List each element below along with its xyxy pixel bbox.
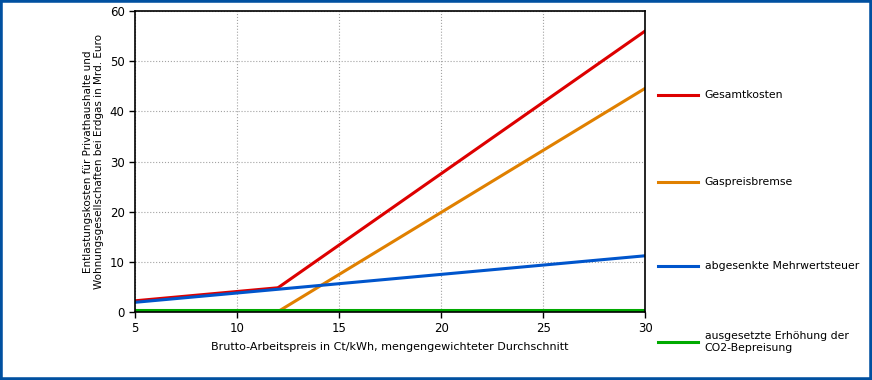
Text: Gaspreisbremse: Gaspreisbremse <box>705 177 793 187</box>
Y-axis label: Entlastungskosten für Privathaushalte und
Wohnungsgesellschaften bei Erdgas in M: Entlastungskosten für Privathaushalte un… <box>83 34 105 289</box>
Text: ausgesetzte Erhöhung der
CO2-Bepreisung: ausgesetzte Erhöhung der CO2-Bepreisung <box>705 331 848 353</box>
X-axis label: Brutto-Arbeitspreis in Ct/kWh, mengengewichteter Durchschnitt: Brutto-Arbeitspreis in Ct/kWh, mengengew… <box>212 342 569 352</box>
Text: Gesamtkosten: Gesamtkosten <box>705 90 783 100</box>
Text: abgesenkte Mehrwertsteuer: abgesenkte Mehrwertsteuer <box>705 261 859 271</box>
